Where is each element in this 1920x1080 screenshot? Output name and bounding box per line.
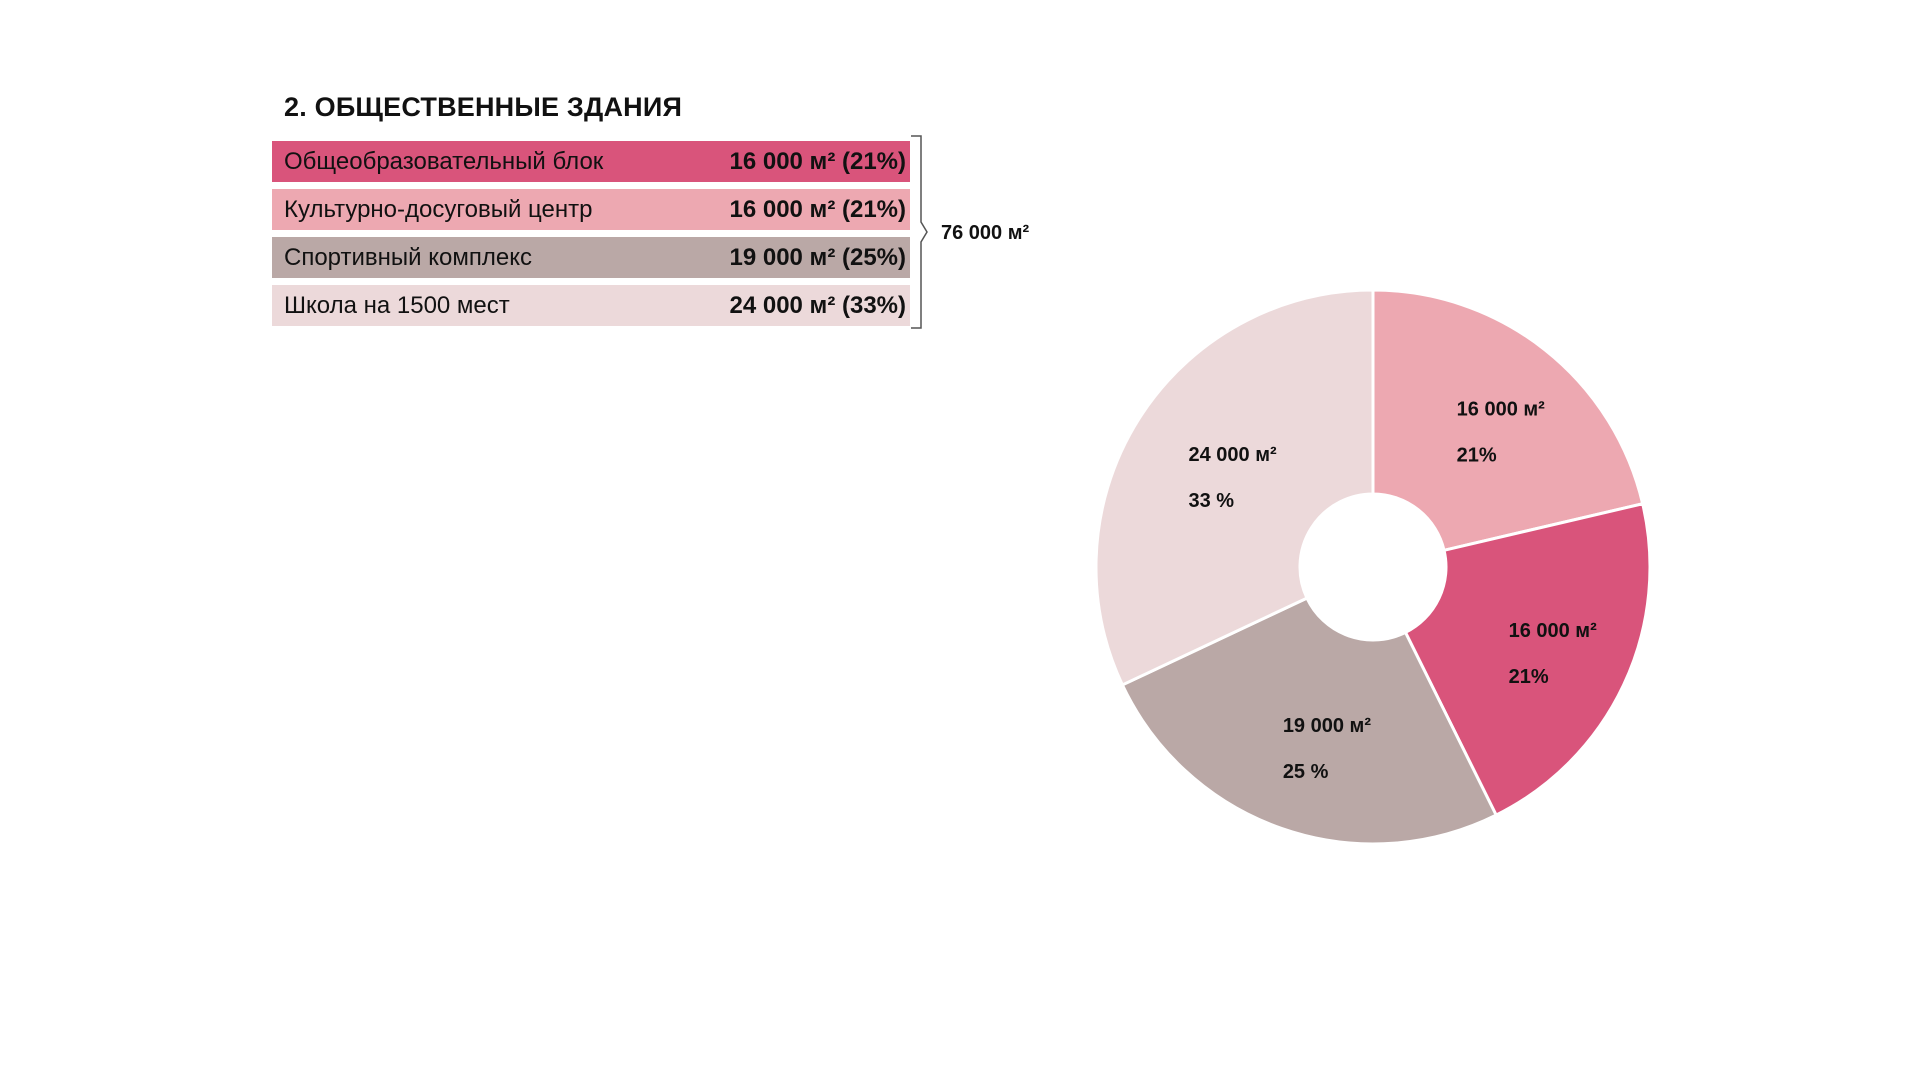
legend-value: 24 000 м² (33%) <box>729 291 906 319</box>
pie-slice <box>1094 288 1375 687</box>
slice-area-label: 24 000 м² <box>1188 444 1277 466</box>
slice-area-label: 19 000 м² <box>1283 715 1372 737</box>
legend-label: Общеобразовательный блок <box>284 147 604 175</box>
legend-value: 16 000 м² (21%) <box>729 195 906 223</box>
legend-label: Школа на 1500 мест <box>284 291 510 319</box>
slice-area-label: 16 000 м² <box>1509 620 1598 642</box>
pie-slice <box>1120 596 1499 846</box>
page-title: 2. ОБЩЕСТВЕННЫЕ ЗДАНИЯ <box>284 92 683 122</box>
donut-chart-svg: 16 000 м² 21% 16 000 м² 21% 19 000 м² 25 % 24 … <box>1094 288 1652 846</box>
legend-row: Культурно-досуговый центр 16 000 м² (21%… <box>272 189 910 230</box>
legend-value: 16 000 м² (21%) <box>729 147 906 175</box>
slice-percent-label: 33 % <box>1188 490 1234 512</box>
slice-percent-label: 21% <box>1457 445 1497 467</box>
slice-percent-label: 25 % <box>1283 761 1329 783</box>
donut-chart: 16 000 м² 21% 16 000 м² 21% 19 000 м² 25 % 24 … <box>1060 260 1660 860</box>
slice-percent-label: 21% <box>1509 666 1549 688</box>
slice-area-label: 16 000 м² <box>1457 399 1546 421</box>
total-brace <box>911 135 928 329</box>
legend-row: Общеобразовательный блок 16 000 м² (21%) <box>272 141 910 182</box>
legend-label: Культурно-досуговый центр <box>284 195 593 223</box>
pie-slice <box>1403 501 1652 818</box>
legend-row: Школа на 1500 мест 24 000 м² (33%) <box>272 285 910 326</box>
pie-slice <box>1371 288 1645 553</box>
legend-label: Спортивный комплекс <box>284 243 532 271</box>
legend-row: Спортивный комплекс 19 000 м² (25%) <box>272 237 910 278</box>
total-area-label: 76 000 м² <box>941 222 1030 244</box>
legend-table: Общеобразовательный блок 16 000 м² (21%)… <box>272 141 910 333</box>
legend-value: 19 000 м² (25%) <box>729 243 906 271</box>
